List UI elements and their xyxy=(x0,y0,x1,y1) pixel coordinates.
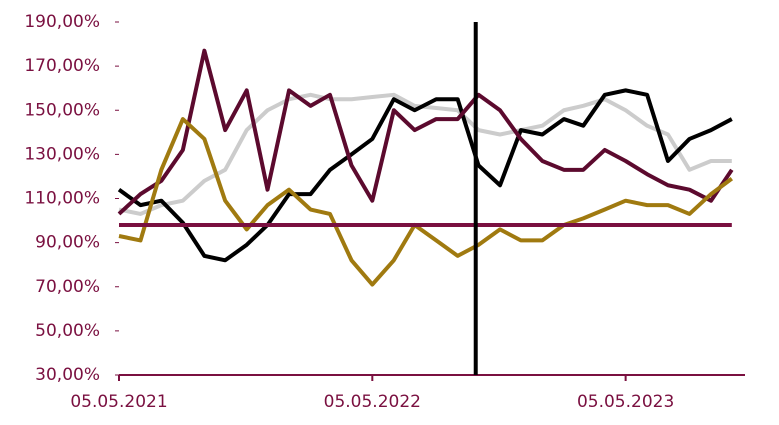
y-tick-label: 150,00% xyxy=(24,100,100,120)
y-tick-label: 110,00% xyxy=(24,189,100,209)
series-line xyxy=(117,48,734,216)
x-tick-label: 05.05.2022 xyxy=(324,392,421,412)
series-line xyxy=(118,117,734,287)
series-line xyxy=(117,88,733,263)
y-tick-label: 30,00% xyxy=(35,365,100,385)
y-tick-label: 190,00% xyxy=(24,12,100,32)
x-tick-label: 05.05.2023 xyxy=(577,392,674,412)
y-tick-label: 170,00% xyxy=(24,56,100,76)
x-tick-label: 05.05.2021 xyxy=(70,392,167,412)
y-tick-label: 130,00% xyxy=(24,144,100,164)
y-tick-label: 70,00% xyxy=(35,277,100,297)
y-tick-label: 90,00% xyxy=(35,233,100,253)
y-tick-label: 50,00% xyxy=(35,321,100,341)
